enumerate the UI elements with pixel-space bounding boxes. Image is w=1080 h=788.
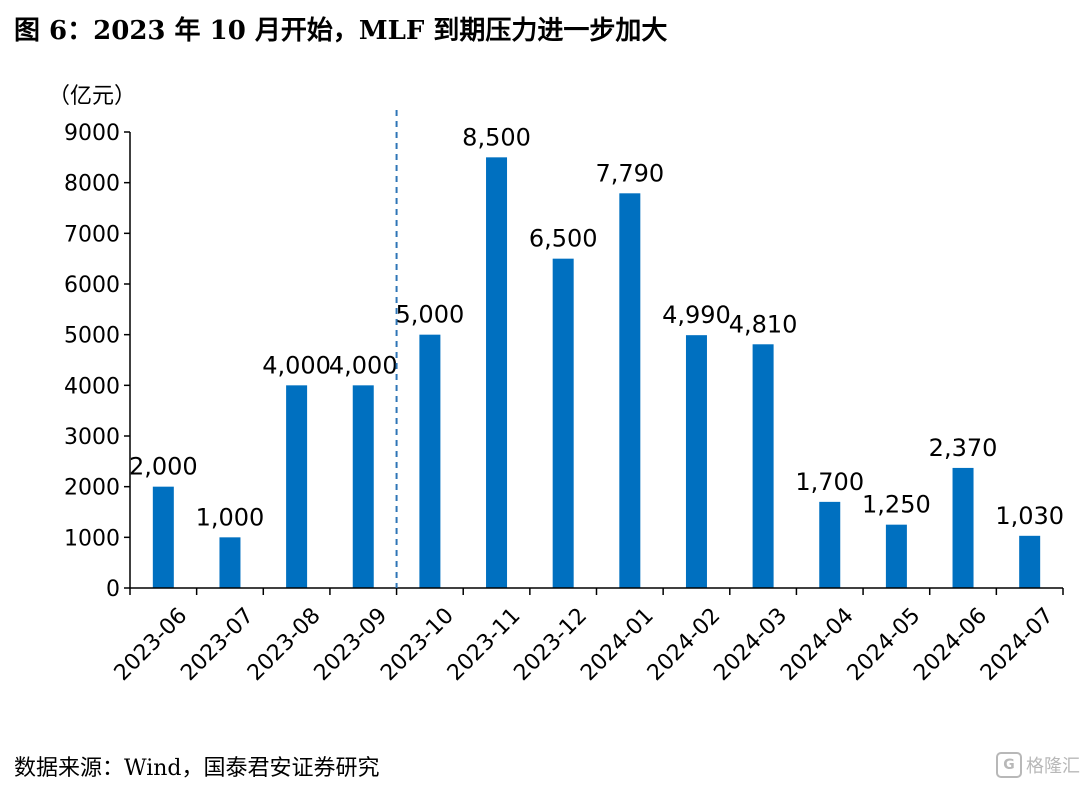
bar	[685, 335, 707, 588]
watermark-text: 格隆汇	[1026, 756, 1080, 777]
x-tick-label: 2023-09	[310, 603, 393, 686]
x-tick-label: 2023-12	[509, 603, 592, 686]
x-axis: 2023-062023-072023-082023-092023-102023-…	[110, 587, 1064, 686]
data-label: 4,000	[329, 351, 398, 379]
watermark-logo-icon: G	[996, 752, 1022, 778]
x-tick-label: 2024-06	[909, 603, 992, 686]
y-tick-label: 3000	[64, 425, 120, 450]
y-tick-label: 4000	[64, 374, 120, 399]
bar	[219, 537, 241, 588]
data-label: 1,250	[862, 491, 931, 519]
data-label: 8,500	[462, 123, 531, 151]
bar	[552, 258, 574, 588]
x-tick-label: 2024-03	[709, 603, 792, 686]
data-label: 6,500	[529, 225, 598, 253]
bar	[152, 486, 174, 588]
bar	[419, 334, 441, 588]
data-label: 1,000	[196, 503, 265, 531]
y-axis: 0 1000 2000 3000 4000 5000 6000 7000 8000 9000	[64, 121, 131, 602]
data-label: 1,700	[795, 468, 864, 496]
x-tick-label: 2024-02	[643, 603, 726, 686]
x-tick-label: 2024-07	[976, 603, 1059, 686]
bar	[486, 157, 508, 589]
data-label: 2,000	[129, 453, 198, 481]
data-label: 4,810	[729, 310, 798, 338]
x-tick-label: 2024-04	[776, 603, 859, 686]
bar	[352, 385, 374, 588]
y-tick-label: 6000	[64, 273, 120, 298]
data-label: 1,030	[995, 502, 1064, 530]
data-label: 7,790	[595, 159, 664, 187]
x-tick-label: 2023-07	[176, 603, 259, 686]
x-tick-label: 2023-08	[243, 603, 326, 686]
data-label: 4,000	[262, 351, 331, 379]
bar	[286, 385, 308, 588]
x-tick-label: 2023-10	[376, 603, 459, 686]
data-label: 2,370	[929, 434, 998, 462]
data-label: 4,990	[662, 301, 731, 329]
bar	[1019, 535, 1041, 588]
y-tick-label: 9000	[64, 121, 120, 146]
bar	[752, 344, 774, 588]
y-tick-label: 1000	[64, 526, 120, 551]
x-tick-label: 2023-06	[110, 603, 193, 686]
x-tick-label: 2024-05	[843, 603, 926, 686]
y-axis-unit-label: （亿元）	[48, 84, 136, 109]
watermark: G 格隆汇	[996, 752, 1080, 778]
y-tick-label: 2000	[64, 476, 120, 501]
bar	[952, 467, 974, 588]
bar	[619, 193, 641, 588]
bar-series	[152, 157, 1041, 589]
source-note: 数据来源：Wind，国泰君安证券研究	[14, 756, 380, 781]
chart-title: 图 6：2023 年 10 月开始，MLF 到期压力进一步加大	[14, 16, 668, 46]
x-tick-label: 2023-11	[443, 603, 526, 686]
data-label: 5,000	[396, 301, 465, 329]
x-tick-label: 2024-01	[576, 603, 659, 686]
y-tick-label: 7000	[64, 222, 120, 247]
bar	[819, 501, 841, 588]
bar	[885, 524, 907, 588]
y-tick-label: 8000	[64, 172, 120, 197]
y-tick-label: 5000	[64, 324, 120, 349]
y-tick-label: 0	[106, 577, 120, 602]
